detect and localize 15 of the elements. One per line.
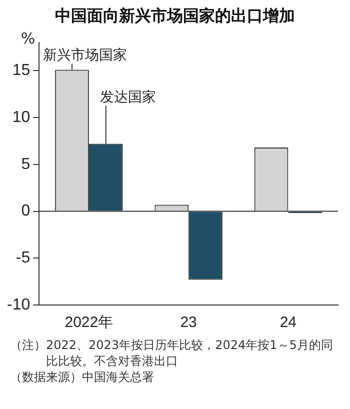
- series-label: 新兴市场国家: [43, 47, 128, 64]
- y-tick-label: 5: [21, 156, 30, 173]
- x-tick-label: 2022年: [64, 314, 114, 332]
- y-tick-label: 0: [21, 202, 30, 220]
- x-tick-label: 24: [280, 314, 297, 332]
- x-tick-label: 23: [180, 314, 197, 332]
- y-tick-label: 10: [12, 108, 30, 126]
- y-tick-label: -10: [7, 296, 30, 314]
- y-tick-label: -5: [16, 250, 30, 267]
- y-tick-label: 15: [12, 62, 30, 80]
- y-axis-title: %: [20, 29, 36, 48]
- text: （数据来源）中国海关总署: [10, 369, 155, 385]
- text: （注）2022、2023年按日历年比较，2024年按1～5月的同比比较。不含对香港出口: [10, 337, 334, 369]
- chart-title: 中国面向新兴市场国家的出口增加: [54, 5, 296, 27]
- text: 发达国家: [100, 89, 156, 106]
